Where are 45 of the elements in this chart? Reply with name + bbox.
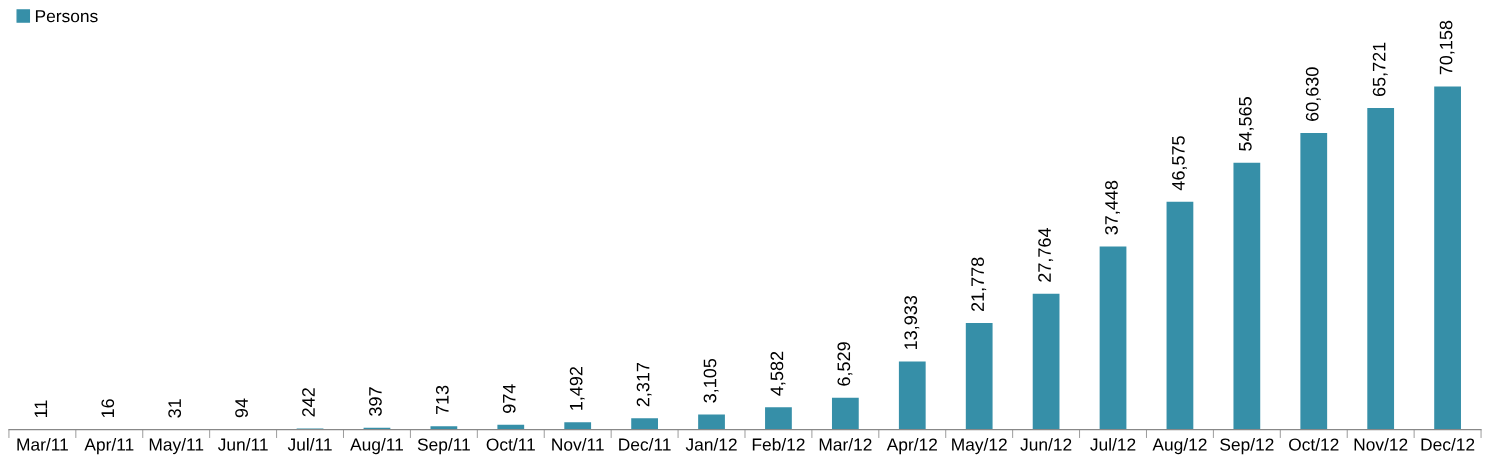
data-label: 16 <box>101 399 115 418</box>
x-tick-label: Apr/12 <box>886 437 937 455</box>
data-label: 1,492 <box>569 366 585 410</box>
data-label: 11 <box>34 400 48 418</box>
x-tick-label: Feb/12 <box>752 437 805 451</box>
x-tick-label: Mar/12 <box>819 437 872 451</box>
data-label: 4,582 <box>770 351 786 396</box>
x-tick-label: Aug/11 <box>350 437 403 455</box>
data-label: 27,764 <box>1038 227 1054 282</box>
x-tick-label: Sep/12 <box>1220 437 1274 455</box>
x-tick-label: Dec/12 <box>1421 437 1475 451</box>
x-tick-label: Mar/11 <box>17 437 68 451</box>
x-tick-label: Nov/12 <box>1354 437 1408 451</box>
data-label: 974 <box>502 384 516 413</box>
data-label: 54,565 <box>1238 97 1254 151</box>
data-label: 46,575 <box>1172 136 1187 191</box>
x-tick-label: Oct/12 <box>1289 437 1339 451</box>
data-label: 21,778 <box>971 257 987 312</box>
x-tick-label: Apr/11 <box>84 437 134 455</box>
x-tick-label: Aug/12 <box>1152 437 1207 455</box>
x-tick-label: Jun/12 <box>1020 437 1072 451</box>
data-label: 242 <box>302 388 315 417</box>
x-tick-label: Sep/11 <box>417 437 470 455</box>
data-label: 3,105 <box>703 358 719 403</box>
data-label: 713 <box>435 385 449 415</box>
data-label: 31 <box>168 399 182 418</box>
x-tick-label: Jun/11 <box>217 437 268 451</box>
data-label: 6,529 <box>837 342 853 386</box>
data-label: 65,721 <box>1372 42 1388 97</box>
x-tick-label: Jan/12 <box>685 437 737 451</box>
data-label: 2,317 <box>636 362 652 407</box>
data-label: 397 <box>369 387 382 416</box>
data-label: 37,448 <box>1105 180 1120 235</box>
x-tick-label: Jul/12 <box>1090 437 1136 451</box>
x-tick-label: Dec/11 <box>619 437 671 451</box>
legend-label: Persons <box>35 10 98 23</box>
data-label: 60,630 <box>1305 67 1321 121</box>
x-tick-label: Nov/11 <box>552 437 604 451</box>
x-tick-label: Jul/11 <box>287 437 332 451</box>
x-tick-label: May/12 <box>952 437 1007 455</box>
x-tick-label: May/11 <box>149 437 204 455</box>
data-label: 94 <box>235 398 248 418</box>
x-tick-label: Oct/11 <box>486 437 535 451</box>
data-label: 70,158 <box>1439 20 1455 75</box>
data-label: 13,933 <box>904 295 920 349</box>
